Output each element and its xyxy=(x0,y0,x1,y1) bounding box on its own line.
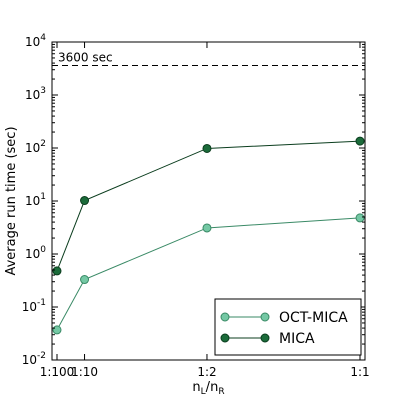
y-tick-exponent: -1 xyxy=(37,298,46,308)
y-tick-exponent: 2 xyxy=(40,139,46,149)
y-tick-label: 101 xyxy=(25,192,46,208)
data-point-oct-mica xyxy=(52,325,62,335)
x-axis-label-sub-1: L xyxy=(201,387,206,397)
legend-marker-mica xyxy=(220,333,230,343)
data-point-mica xyxy=(52,266,62,276)
series-line-mica xyxy=(56,140,361,272)
y-tick-base: 10 xyxy=(25,247,40,261)
y-tick-label: 10-2 xyxy=(22,351,46,367)
legend-label-mica: MICA xyxy=(279,331,315,347)
y-tick-label: 103 xyxy=(25,86,46,102)
y-tick-exponent: 4 xyxy=(40,33,46,43)
y-tick-base: 10 xyxy=(25,141,40,155)
y-tick-label: 100 xyxy=(25,245,46,261)
y-tick-base: 10 xyxy=(25,194,40,208)
x-tick-label: 1:1 xyxy=(350,365,369,379)
y-tick-exponent: 3 xyxy=(40,86,46,96)
y-tick-base: 10 xyxy=(25,88,40,102)
series-oct-mica xyxy=(52,213,365,335)
y-tick-base: 10 xyxy=(22,300,37,314)
data-point-mica xyxy=(202,143,212,153)
data-point-oct-mica xyxy=(355,213,365,223)
y-tick-exponent: -2 xyxy=(37,351,46,361)
x-axis-label: nL/nR xyxy=(192,380,224,397)
x-axis-label-sub-2: R xyxy=(218,387,224,397)
legend-entry-oct-mica: OCT-MICA xyxy=(220,310,348,326)
y-tick-label: 104 xyxy=(25,33,46,49)
x-axis-label-sep: / xyxy=(206,380,211,395)
legend-marker-oct-mica xyxy=(220,312,230,322)
legend-label-oct-mica: OCT-MICA xyxy=(279,310,348,326)
data-point-mica xyxy=(355,136,365,146)
x-tick-label: 1:100 xyxy=(40,365,75,379)
y-tick-exponent: 0 xyxy=(40,245,46,255)
reference-line: 3600 sec xyxy=(52,51,365,67)
x-tick-label: 1:10 xyxy=(71,365,98,379)
legend-marker-mica xyxy=(260,333,270,343)
series-line-oct-mica xyxy=(56,217,361,331)
legend-marker-oct-mica xyxy=(260,312,270,322)
data-point-oct-mica xyxy=(80,275,90,285)
x-tick-label: 1:2 xyxy=(197,365,216,379)
legend-entry-mica: MICA xyxy=(220,331,315,347)
y-tick-label: 102 xyxy=(25,139,46,155)
y-axis-label: Average run time (sec) xyxy=(4,126,19,275)
series-group xyxy=(52,136,365,335)
y-tick-base: 10 xyxy=(25,35,40,49)
y-tick-label: 10-1 xyxy=(22,298,46,314)
y-tick-exponent: 1 xyxy=(40,192,46,202)
data-point-oct-mica xyxy=(202,223,212,233)
reference-line-label: 3600 sec xyxy=(58,51,113,65)
legend-box xyxy=(214,298,362,356)
legend: OCT-MICA MICA xyxy=(214,298,362,356)
x-axis-label-main-1: n xyxy=(192,380,200,395)
x-axis-label-main-2: n xyxy=(210,380,218,395)
y-tick-base: 10 xyxy=(22,353,37,367)
series-mica xyxy=(52,136,365,276)
data-point-mica xyxy=(80,196,90,206)
